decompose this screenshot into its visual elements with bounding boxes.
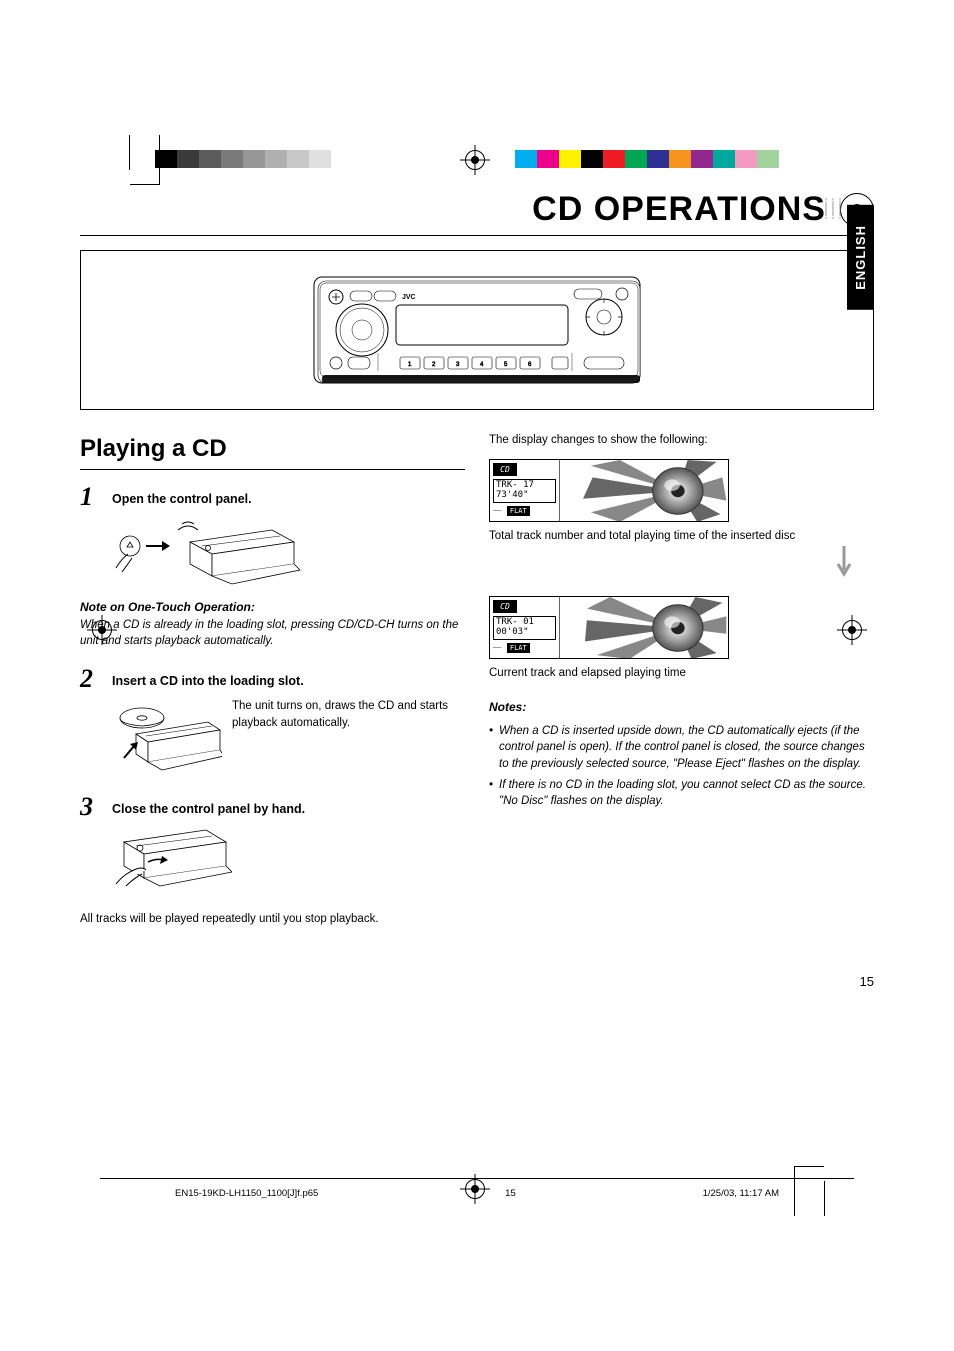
title-underline	[80, 235, 874, 236]
display2-flat: FLAT	[507, 643, 530, 653]
cd-animation-2	[560, 597, 728, 658]
page-title-row: CD OPERATIONS ┊┊┊┊┊┊┊┊┊	[80, 190, 874, 229]
cd-icon: ┊┊┊┊┊┊┊┊┊	[840, 193, 874, 227]
caption-2: Current track and elapsed playing time	[489, 665, 874, 682]
step-3-num: 3	[80, 794, 102, 820]
step-1-title: Open the control panel.	[112, 490, 252, 508]
page-content: ENGLISH CD OPERATIONS ┊┊┊┊┊┊┊┊┊ JVC	[80, 120, 874, 1231]
display1-time: 73'40"	[496, 491, 553, 501]
step-2-num: 2	[80, 666, 102, 692]
right-column: The display changes to show the followin…	[489, 432, 874, 944]
note-2: If there is no CD in the loading slot, y…	[499, 777, 874, 810]
notes-title: Notes:	[489, 699, 874, 716]
caption-1: Total track number and total playing tim…	[489, 528, 874, 545]
step-2: 2 Insert a CD into the loading slot.	[80, 666, 465, 778]
footer-pg: 15	[505, 1188, 516, 1199]
note-item: •When a CD is inserted upside down, the …	[489, 723, 874, 773]
cd-icon-dots: ┊┊┊┊┊┊┊┊┊	[823, 202, 844, 217]
step-3-after: All tracks will be played repeatedly unt…	[80, 911, 465, 928]
display1-flat: FLAT	[507, 506, 530, 516]
page-title: CD OPERATIONS	[532, 190, 826, 229]
notes-list: •When a CD is inserted upside down, the …	[489, 723, 874, 810]
footer-line	[100, 1178, 854, 1179]
cd-animation-1	[560, 460, 728, 521]
display2-time: 00'03"	[496, 628, 553, 638]
footer-ts: 1/25/03, 11:17 AM	[703, 1188, 779, 1199]
one-touch-title: Note on One-Touch Operation:	[80, 599, 465, 616]
display1-cd: CD	[493, 463, 517, 477]
note-1: When a CD is inserted upside down, the C…	[499, 723, 874, 773]
svg-text:JVC: JVC	[402, 294, 416, 301]
display-illustration-2: CD TRK- 01 00'03" ┈┈ FLAT	[489, 596, 729, 659]
footer: EN15-19KD-LH1150_1100[J]f.p65 15 1/25/03…	[175, 1188, 779, 1199]
step-1-num: 1	[80, 484, 102, 510]
left-column: Playing a CD 1 Open the control panel.	[80, 432, 465, 944]
step-3-illustration	[112, 826, 232, 896]
car-stereo-illustration: JVC 1 2 3 4 5 6	[312, 275, 642, 385]
one-touch-body: When a CD is already in the loading slot…	[80, 617, 465, 650]
arrow-down-icon	[834, 544, 854, 580]
step-1-illustration	[112, 516, 302, 586]
stereo-box: JVC 1 2 3 4 5 6	[80, 250, 874, 410]
note-item: •If there is no CD in the loading slot, …	[489, 777, 874, 810]
display2-cd: CD	[493, 600, 517, 614]
footer-file: EN15-19KD-LH1150_1100[J]f.p65	[175, 1188, 318, 1199]
step-3: 3 Close the control panel by hand.	[80, 794, 465, 928]
page-number: 15	[80, 974, 874, 989]
display-illustration-1: CD TRK- 17 73'40" ┈┈ FLAT	[489, 459, 729, 522]
step-3-title: Close the control panel by hand.	[112, 800, 305, 818]
section-title: Playing a CD	[80, 432, 465, 470]
step-2-title: Insert a CD into the loading slot.	[112, 672, 304, 690]
step-2-illustration	[112, 698, 222, 778]
step-2-desc: The unit turns on, draws the CD and star…	[232, 698, 465, 731]
display-intro: The display changes to show the followin…	[489, 432, 874, 449]
step-1: 1 Open the control panel.	[80, 484, 465, 650]
